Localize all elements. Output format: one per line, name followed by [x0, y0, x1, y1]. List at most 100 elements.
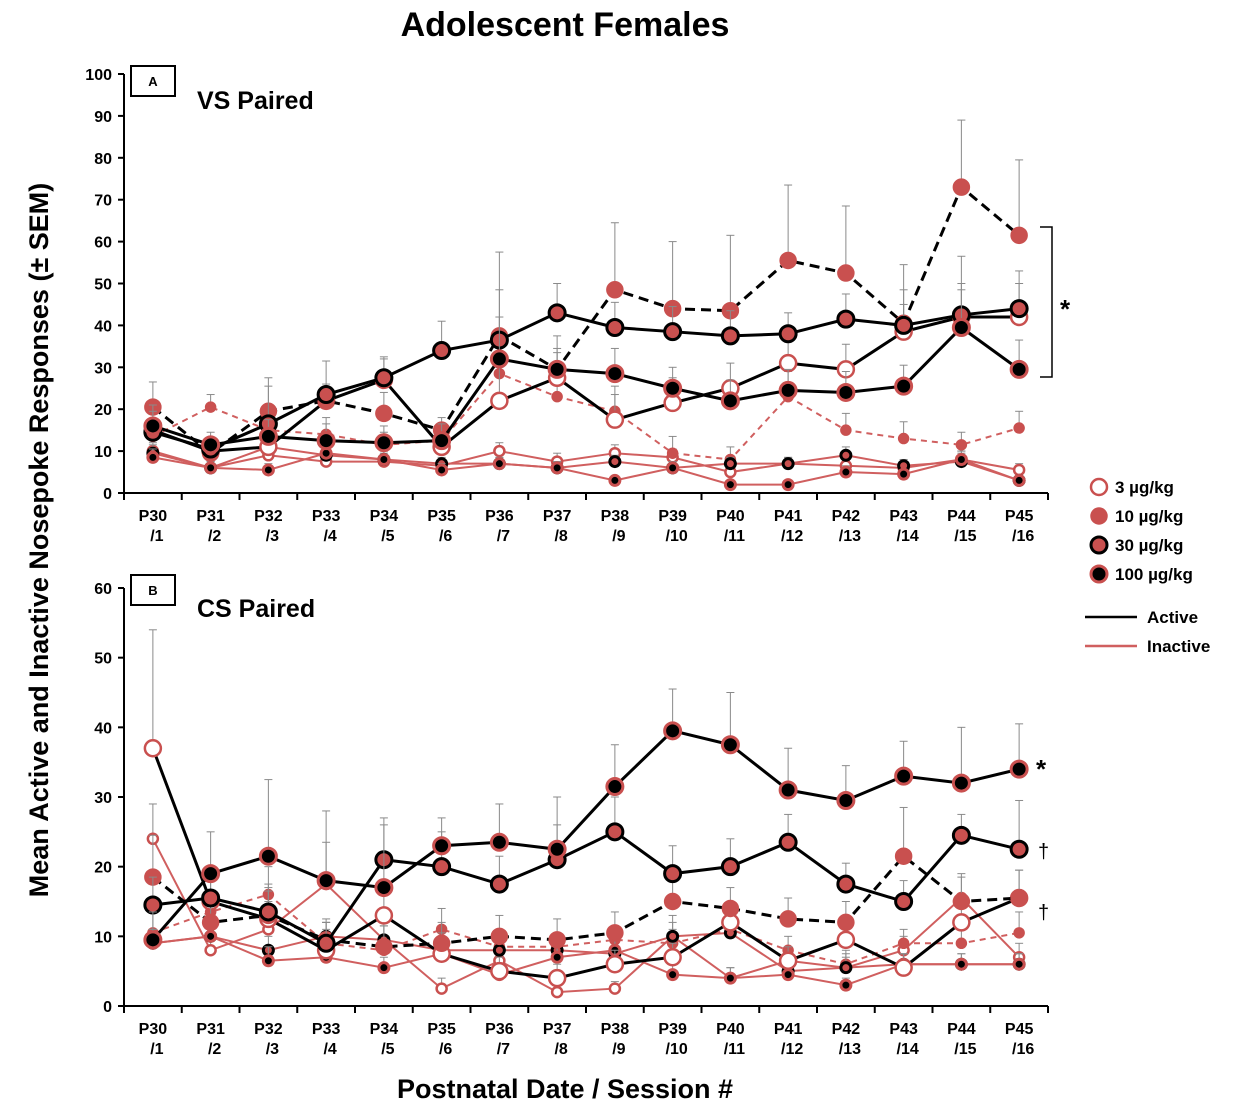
y-axis-label: Mean Active and Inactive Nosepoke Respon…: [24, 183, 54, 898]
figure-title: Adolescent Females: [401, 6, 730, 44]
data-point: [204, 929, 218, 943]
x-tick-label-session: /14: [897, 528, 919, 545]
series-line: [152, 450, 1020, 474]
x-tick-label: P34: [370, 508, 399, 525]
x-tick-label: P30: [139, 508, 168, 525]
data-point: [316, 385, 336, 405]
data-point: [432, 857, 452, 877]
x-tick-label-session: /16: [1012, 528, 1034, 545]
data-point: [201, 435, 221, 455]
data-point: [720, 326, 740, 346]
data-point: [316, 933, 336, 953]
series-line: [152, 325, 1021, 447]
data-point: [837, 264, 855, 282]
legend-marker: [1090, 507, 1108, 525]
data-point: [1012, 463, 1026, 477]
series-100-inactive: [146, 444, 1026, 492]
data-point: [493, 444, 506, 458]
y-tick-label: 0: [103, 999, 112, 1016]
x-tick-label-session: /9: [612, 528, 625, 545]
series-10-active: [144, 806, 1028, 956]
data-point: [201, 888, 221, 908]
x-tick-label: P37: [543, 1021, 572, 1038]
x-tick-label: P42: [832, 1021, 861, 1038]
data-point: [781, 457, 795, 471]
data-point: [375, 404, 393, 423]
x-tick-label-session: /8: [554, 1041, 567, 1058]
x-tick-label-session: /14: [897, 1041, 919, 1058]
x-tick-label: P39: [658, 508, 687, 525]
x-tick-label: P36: [485, 1021, 514, 1038]
series-100-active: [143, 688, 1029, 950]
x-tick-label-session: /5: [381, 528, 394, 545]
data-point: [894, 847, 913, 865]
legend-label: 3 µg/kg: [1115, 478, 1174, 497]
data-point: [432, 836, 452, 856]
data-point: [551, 390, 563, 403]
x-axis-label: Postnatal Date / Session #: [397, 1074, 733, 1104]
series-line: [152, 445, 1020, 482]
data-point: [1009, 299, 1029, 319]
panel-letter-box: [130, 574, 176, 606]
x-tick-label: P45: [1005, 508, 1034, 525]
data-point: [781, 478, 795, 492]
data-point: [550, 985, 564, 999]
data-point: [779, 251, 797, 270]
data-point: [954, 452, 968, 466]
data-point: [261, 954, 275, 968]
data-point: [839, 465, 853, 479]
data-point: [143, 416, 163, 436]
y-tick-label: 0: [103, 486, 112, 503]
x-tick-label: P31: [196, 508, 225, 525]
data-point: [778, 832, 798, 852]
x-tick-label: P42: [832, 508, 861, 525]
data-point: [143, 895, 163, 915]
data-point: [374, 878, 394, 898]
x-tick-label: P33: [312, 1021, 341, 1038]
data-point: [781, 968, 795, 982]
data-point: [894, 376, 914, 396]
x-tick-label-session: /4: [323, 1041, 336, 1058]
x-tick-label-session: /10: [666, 528, 688, 545]
x-tick-label: P43: [889, 1021, 918, 1038]
data-point: [894, 958, 913, 977]
data-point: [547, 359, 567, 379]
data-point: [146, 450, 160, 464]
x-tick-label: P31: [196, 1021, 225, 1038]
y-tick-label: 60: [94, 581, 112, 598]
data-point: [490, 961, 509, 981]
legend: 3 µg/kg 10 µg/kg 30 µg/kg 100 µg/kg Active In…: [1085, 477, 1210, 656]
data-point: [836, 790, 856, 810]
x-tick-label: P34: [370, 1021, 399, 1038]
y-tick-label: 60: [94, 235, 112, 252]
data-point: [894, 892, 914, 911]
data-point: [840, 424, 852, 436]
x-tick-label-session: /1: [150, 1041, 163, 1058]
significance-marker: *: [1060, 294, 1071, 324]
data-point: [377, 961, 391, 975]
data-point: [374, 368, 394, 388]
x-tick-label: P36: [485, 508, 514, 525]
y-tick-label: 20: [94, 860, 112, 877]
x-tick-label-session: /2: [208, 1041, 221, 1058]
data-point: [435, 982, 448, 995]
data-point: [1009, 359, 1029, 379]
legend-marker: [1089, 535, 1109, 555]
data-point: [666, 929, 680, 943]
series-line: [152, 931, 1020, 973]
data-point: [547, 303, 567, 323]
x-tick-label-session: /11: [724, 1041, 745, 1058]
series-30-active: [143, 255, 1029, 459]
series-line: [151, 747, 1020, 980]
x-tick-label-session: /6: [439, 1041, 452, 1058]
series-line: [151, 838, 1020, 994]
data-point: [778, 324, 798, 344]
legend-marker: [1089, 477, 1109, 497]
series-line: [151, 184, 1021, 456]
data-point: [951, 773, 971, 793]
data-point: [836, 930, 856, 950]
data-point: [778, 780, 798, 800]
data-point: [663, 721, 683, 741]
x-tick-label-session: /8: [554, 528, 567, 545]
